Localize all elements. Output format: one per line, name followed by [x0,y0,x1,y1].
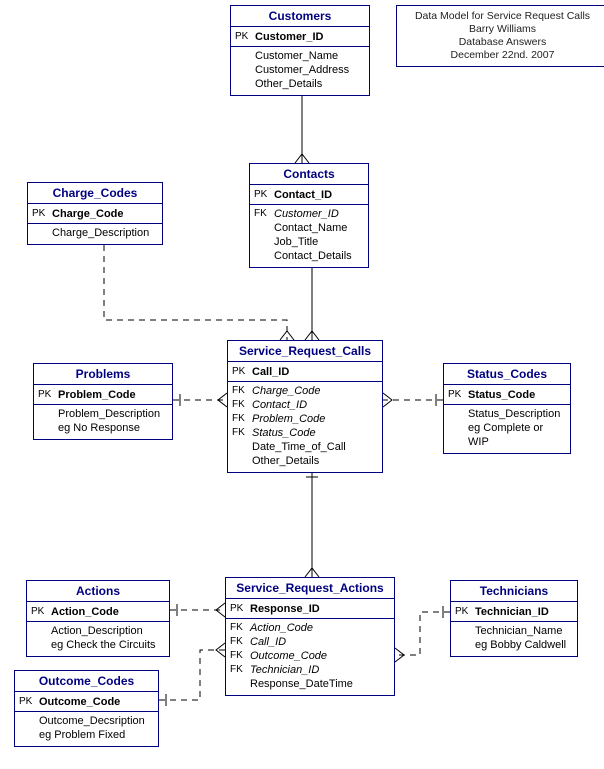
field-row: Contact_Details [254,249,364,263]
field-row: PKTechnician_ID [455,605,573,619]
entity-header: Contacts [250,164,368,185]
entity-actions: ActionsPKAction_CodeAction_Descriptioneg… [26,580,170,657]
field-row: FKTechnician_ID [230,663,390,677]
entity-problems: ProblemsPKProblem_CodeProblem_Descriptio… [33,363,173,440]
entity-header: Status_Codes [444,364,570,385]
field-row: FKProblem_Code [232,412,378,426]
entity-customers: Customers PKCustomer_ID Customer_NameCusto… [230,5,370,96]
field-row: Contact_Name [254,221,364,235]
field-row: PKCustomer_ID [235,30,365,44]
entity-header: Service_Request_Calls [228,341,382,362]
field-row: Customer_Address [235,63,365,77]
entity-header: Outcome_Codes [15,671,158,692]
entity-contacts: ContactsPKContact_IDFKCustomer_IDContact… [249,163,369,268]
entity-header: Problems [34,364,172,385]
entity-status-codes: Status_CodesPKStatus_CodeStatus_Descript… [443,363,571,454]
field-row: PKCharge_Code [32,207,158,221]
field-row: PKProblem_Code [38,388,168,402]
entity-outcome-codes: Outcome_CodesPKOutcome_CodeOutcome_Decsr… [14,670,159,747]
field-row: Charge_Description [32,226,158,240]
diagram-note: Data Model for Service Request CallsBarr… [396,5,604,67]
entity-charge-codes: Charge_Codes PKCharge_Code Charge_Descript… [27,182,163,245]
field-row: PKStatus_Code [448,388,566,402]
entity-header: Customers [231,6,369,27]
field-row: FKCustomer_ID [254,207,364,221]
entity-service-request-actions: Service_Request_Actions PKResponse_ID FKAc… [225,577,395,696]
field-row: FKCharge_Code [232,384,378,398]
field-row: FKStatus_Code [232,426,378,440]
field-row: PKCall_ID [232,365,378,379]
field-row: FKContact_ID [232,398,378,412]
entity-technicians: TechniciansPKTechnician_IDTechnician_Nam… [450,580,578,657]
field-row: Date_Time_of_Call [232,440,378,454]
field-row: FKOutcome_Code [230,649,390,663]
field-row: PKContact_ID [254,188,364,202]
field-row: FKAction_Code [230,621,390,635]
entity-header: Actions [27,581,169,602]
entity-header: Technicians [451,581,577,602]
field-row: Job_Title [254,235,364,249]
field-row: PKResponse_ID [230,602,390,616]
field-row: Customer_Name [235,49,365,63]
field-row: FKCall_ID [230,635,390,649]
entity-header: Service_Request_Actions [226,578,394,599]
entity-header: Charge_Codes [28,183,162,204]
field-row: Other_Details [235,77,365,91]
field-row: Other_Details [232,454,378,468]
field-row: PKOutcome_Code [19,695,154,709]
field-row: PKAction_Code [31,605,165,619]
field-row: Response_DateTime [230,677,390,691]
entity-service-request-calls: Service_Request_Calls PKCall_ID FKCharge_C… [227,340,383,473]
